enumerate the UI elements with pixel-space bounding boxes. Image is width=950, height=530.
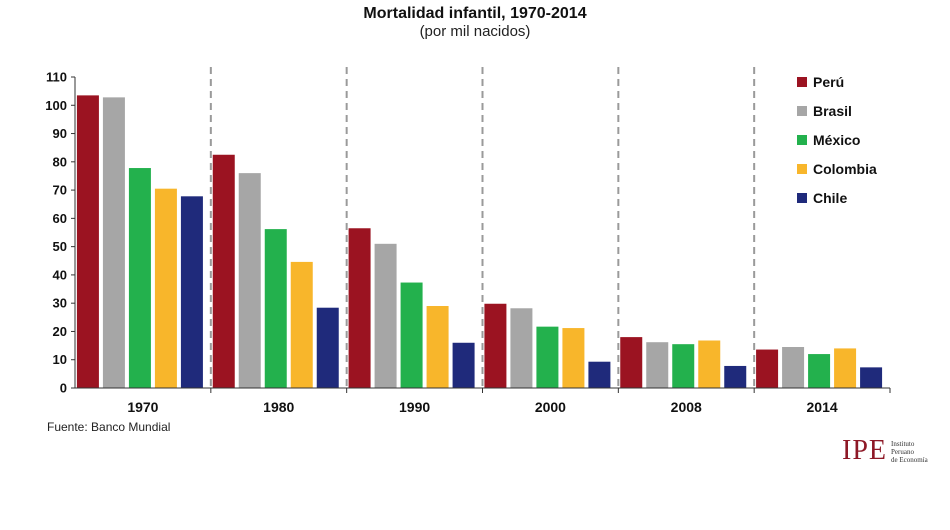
bar bbox=[536, 326, 559, 388]
x-axis: 1970 1980 1990 2000 2008 2014 bbox=[75, 387, 891, 415]
bar bbox=[348, 228, 371, 388]
y-tick-label: 20 bbox=[53, 324, 67, 339]
y-tick-label: 0 bbox=[60, 381, 67, 396]
bar bbox=[782, 347, 805, 388]
bar bbox=[180, 196, 203, 388]
bars bbox=[76, 95, 883, 389]
bar bbox=[212, 154, 235, 388]
y-tick-label: 10 bbox=[53, 352, 67, 367]
legend: Perú Brasil México Colombia Chile bbox=[797, 74, 877, 206]
bar bbox=[562, 328, 585, 388]
bar bbox=[672, 344, 695, 388]
bar bbox=[400, 282, 423, 388]
chart-subtitle: (por mil nacidos) bbox=[419, 23, 531, 40]
bar bbox=[860, 367, 883, 388]
source-note: Fuente: Banco Mundial bbox=[47, 420, 171, 434]
ipe-logo: IPE Instituto Peruano de Economía bbox=[842, 437, 942, 467]
bar bbox=[724, 365, 747, 388]
legend-swatch bbox=[797, 193, 807, 203]
bar bbox=[756, 349, 779, 388]
legend-label: Chile bbox=[813, 190, 847, 206]
bar bbox=[510, 308, 533, 388]
bar bbox=[316, 307, 339, 388]
y-tick-label: 30 bbox=[53, 296, 67, 311]
y-tick-label: 60 bbox=[53, 211, 67, 226]
y-tick-label: 70 bbox=[53, 183, 67, 198]
bar bbox=[834, 348, 857, 388]
legend-swatch bbox=[797, 77, 807, 87]
bar bbox=[264, 229, 287, 388]
legend-label: México bbox=[813, 132, 860, 148]
bar bbox=[102, 97, 125, 389]
bar bbox=[698, 340, 721, 388]
logo-line-2: Peruano bbox=[891, 448, 914, 456]
bar bbox=[374, 243, 397, 388]
chart-title: Mortalidad infantil, 1970-2014 bbox=[363, 5, 587, 22]
bar bbox=[484, 303, 507, 388]
logo-line-1: Instituto bbox=[891, 440, 915, 448]
y-tick-label: 100 bbox=[45, 98, 67, 113]
y-tick-label: 80 bbox=[53, 154, 67, 169]
bar bbox=[426, 306, 449, 388]
logo-mark: IPE bbox=[842, 435, 887, 466]
legend-swatch bbox=[797, 135, 807, 145]
legend-label: Colombia bbox=[813, 161, 877, 177]
bar bbox=[154, 188, 177, 388]
x-tick-label: 1980 bbox=[263, 399, 294, 415]
y-tick-label: 40 bbox=[53, 267, 67, 282]
legend-label: Perú bbox=[813, 74, 844, 90]
y-tick-label: 90 bbox=[53, 126, 67, 141]
bar bbox=[238, 173, 261, 388]
bar bbox=[128, 168, 151, 388]
bar bbox=[452, 342, 475, 388]
bar bbox=[290, 261, 313, 388]
legend-label: Brasil bbox=[813, 103, 852, 119]
bar bbox=[588, 361, 611, 388]
y-axis: 0 10 20 30 40 50 60 70 80 90 100 110 bbox=[45, 70, 76, 396]
bar bbox=[808, 354, 831, 388]
x-tick-label: 2008 bbox=[671, 399, 702, 415]
legend-swatch bbox=[797, 106, 807, 116]
x-tick-label: 1990 bbox=[399, 399, 430, 415]
legend-swatch bbox=[797, 164, 807, 174]
x-tick-label: 2014 bbox=[807, 399, 838, 415]
x-tick-label: 1970 bbox=[127, 399, 158, 415]
bar bbox=[620, 337, 643, 388]
bar bbox=[646, 342, 669, 388]
logo-line-3: de Economía bbox=[891, 456, 928, 464]
y-tick-label: 50 bbox=[53, 239, 67, 254]
category-separators bbox=[209, 67, 756, 388]
y-tick-label: 110 bbox=[46, 70, 67, 85]
bar bbox=[76, 95, 99, 389]
x-tick-label: 2000 bbox=[535, 399, 566, 415]
